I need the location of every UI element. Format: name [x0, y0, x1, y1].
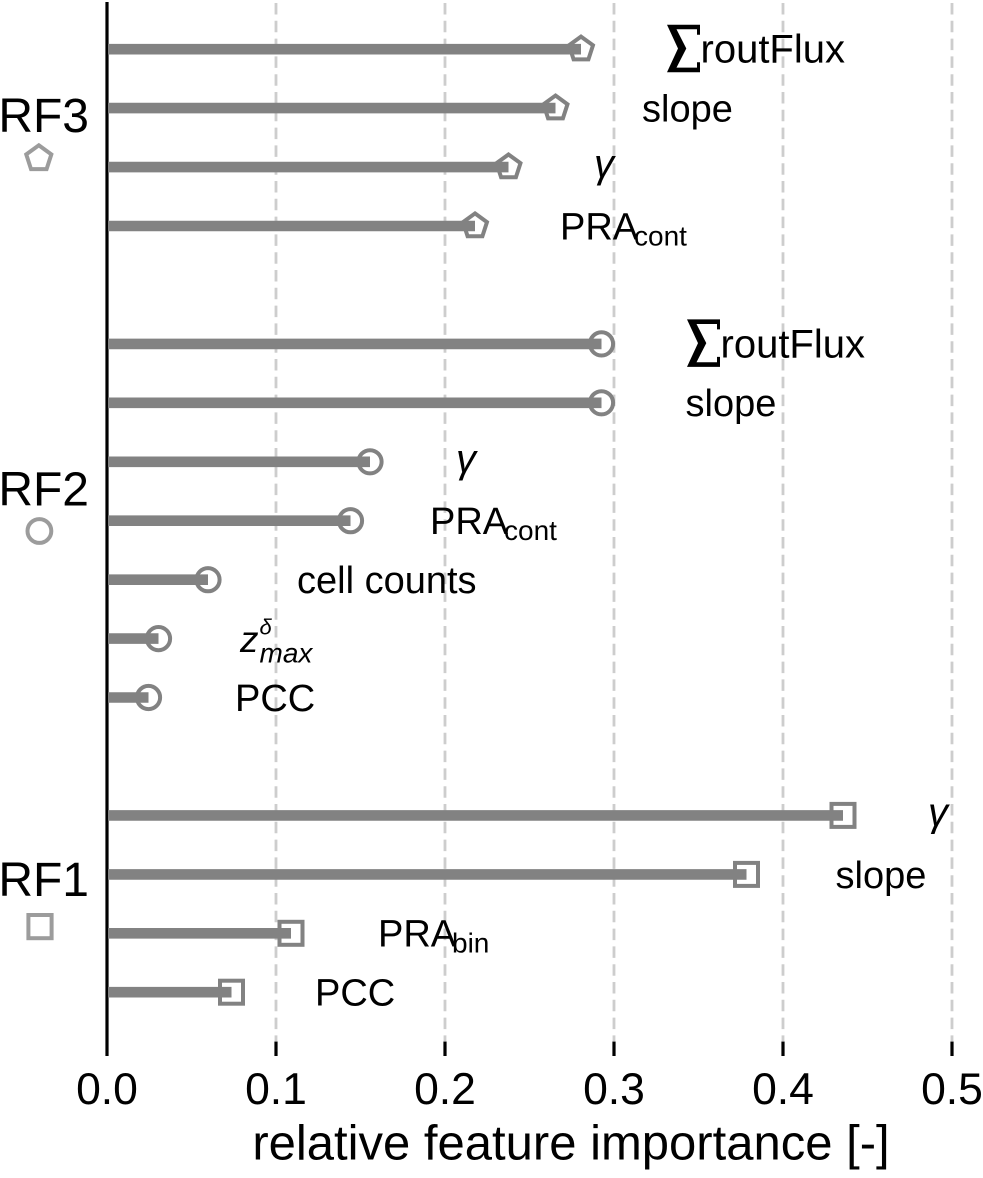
- svg-text:bin: bin: [452, 928, 489, 959]
- svg-text:routFlux: routFlux: [701, 28, 846, 72]
- svg-text:slope: slope: [642, 89, 733, 131]
- svg-text:slope: slope: [686, 383, 777, 425]
- svg-text:0.5: 0.5: [921, 1065, 983, 1114]
- svg-text:γ: γ: [928, 790, 950, 834]
- svg-text:RF1: RF1: [0, 854, 89, 907]
- svg-text:γ: γ: [594, 142, 616, 186]
- svg-text:relative feature importance [-: relative feature importance [-]: [252, 1117, 889, 1171]
- svg-text:slope: slope: [836, 855, 927, 897]
- svg-text:cont: cont: [634, 220, 687, 251]
- svg-text:0.3: 0.3: [583, 1065, 645, 1114]
- svg-text:cell counts: cell counts: [297, 560, 477, 602]
- svg-text:0.0: 0.0: [76, 1065, 138, 1114]
- svg-text:PRA: PRA: [430, 501, 509, 543]
- svg-text:0.4: 0.4: [752, 1065, 814, 1114]
- svg-text:PRA: PRA: [378, 914, 457, 956]
- svg-text:PRA: PRA: [560, 206, 639, 248]
- svg-text:routFlux: routFlux: [721, 322, 866, 366]
- svg-text:γ: γ: [456, 437, 478, 481]
- svg-text:0.1: 0.1: [245, 1065, 307, 1114]
- svg-text:0.2: 0.2: [414, 1065, 476, 1114]
- svg-text:PCC: PCC: [315, 973, 395, 1015]
- svg-text:RF3: RF3: [0, 90, 89, 143]
- svg-text:RF2: RF2: [0, 464, 89, 517]
- svg-text:max: max: [260, 637, 314, 668]
- svg-text:cont: cont: [504, 515, 557, 546]
- svg-text:z: z: [239, 619, 259, 660]
- svg-text:PCC: PCC: [235, 678, 315, 720]
- svg-text:δ: δ: [260, 614, 273, 639]
